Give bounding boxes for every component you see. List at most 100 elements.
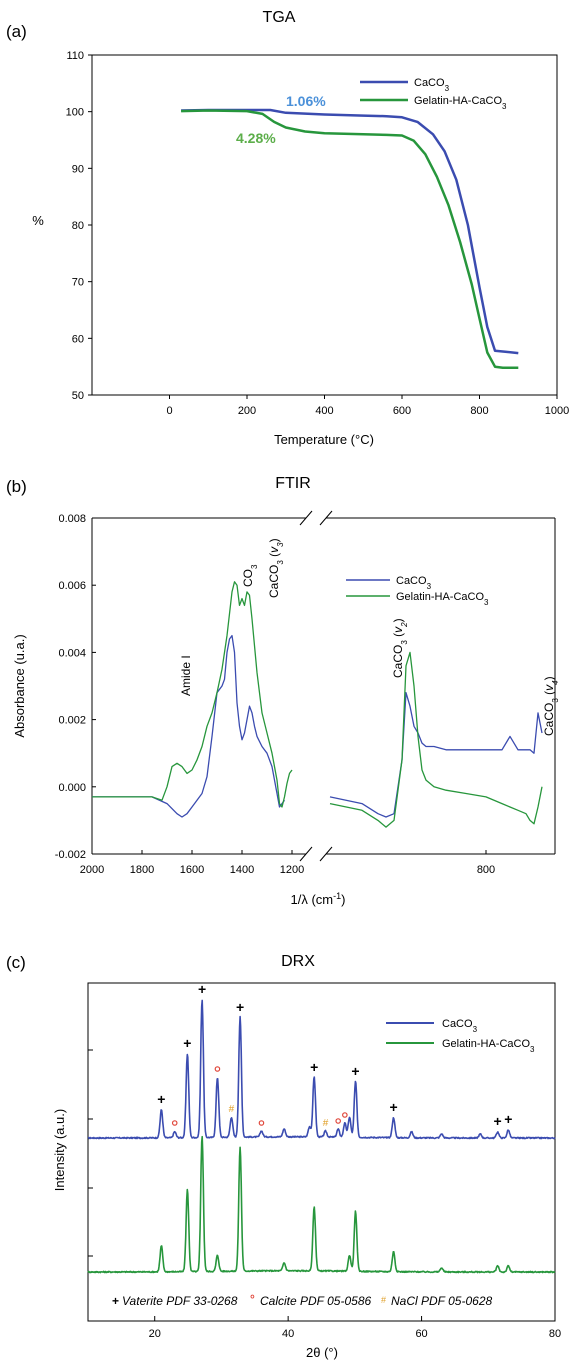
ftir-y-tick-label: 0.004 <box>58 647 86 659</box>
ftir-y-tick-label: -0.002 <box>55 849 86 861</box>
tga-annotation-gelatin-loss: 4.28% <box>236 130 276 146</box>
ftir-axis-break <box>299 510 333 862</box>
ftir-x-tick-label: 2000 <box>80 864 104 876</box>
drx-marker-vaterite: + <box>198 981 206 997</box>
drx-marker-vaterite: + <box>157 1091 165 1107</box>
panel-b-ftir: (b) FTIR -0.002 0.000 0.002 0.004 0.006 0.008… <box>6 475 560 907</box>
drx-series-line-gelatin <box>87 1135 556 1274</box>
tga-x-tick-label: 200 <box>238 405 256 417</box>
drx-marker-vaterite: + <box>183 1035 191 1051</box>
tga-y-tick-label: 80 <box>72 220 84 232</box>
ftir-y-label: Absorbance (u.a.) <box>12 634 27 737</box>
drx-x-tick-label: 40 <box>282 1328 294 1340</box>
drx-series <box>87 999 556 1274</box>
tga-series-line-caco3 <box>181 108 519 355</box>
ftir-y-ticks: -0.002 0.000 0.002 0.004 0.006 0.008 <box>55 513 96 861</box>
drx-marker-vaterite: + <box>494 1113 502 1129</box>
tga-y-tick-label: 70 <box>72 277 84 289</box>
tga-title: TGA <box>263 9 296 26</box>
ftir-x-label: 1/λ (cm-1) <box>291 891 346 907</box>
drx-y-ticks <box>88 1049 93 1257</box>
drx-marker-nacl: # <box>229 1104 235 1115</box>
drx-x-tick-label: 60 <box>415 1328 427 1340</box>
ftir-series-line-gelatin-left <box>92 581 293 808</box>
drx-marker-vaterite: + <box>389 1099 397 1115</box>
ftir-annotation-caco3-v4: CaCO3 (v4) <box>542 676 560 736</box>
drx-marker-legend-plus: + <box>112 1294 119 1308</box>
tga-y-tick-label: 110 <box>66 50 84 62</box>
ftir-x-tick-label: 1800 <box>130 864 154 876</box>
tga-y-ticks: 50 60 70 80 90 100 110 <box>66 50 92 402</box>
ftir-y-tick-label: 0.000 <box>58 782 86 794</box>
tga-x-label: Temperature (°C) <box>274 432 374 447</box>
ftir-series <box>92 581 543 828</box>
drx-legend: CaCO3 Gelatin-HA-CaCO3 <box>386 1018 535 1054</box>
ftir-title: FTIR <box>275 475 311 492</box>
ftir-legend-gelatin: Gelatin-HA-CaCO3 <box>396 591 489 607</box>
drx-marker-calcite <box>342 1112 348 1118</box>
ftir-annotation-caco3-v3: CaCO3 (v3) <box>267 538 285 598</box>
ftir-series-line-caco3-left <box>92 634 286 818</box>
drx-series-line-caco3 <box>87 999 556 1140</box>
ftir-series-line-gelatin-right <box>329 651 543 828</box>
ftir-plot-frame <box>91 517 556 855</box>
drx-marker-legend-calcite: Calcite PDF 05-0586 <box>260 1294 371 1308</box>
tga-x-ticks: 0 200 400 600 800 1000 <box>166 395 569 417</box>
tga-x-tick-label: 800 <box>470 405 488 417</box>
ftir-annotation-amide-i: Amide I <box>179 655 193 696</box>
drx-x-tick-label: 20 <box>149 1328 161 1340</box>
drx-marker-calcite <box>214 1066 221 1072</box>
panel-a-letter: (a) <box>6 22 27 41</box>
drx-marker-legend-hash: # <box>381 1295 386 1305</box>
tga-x-tick-label: 600 <box>393 405 411 417</box>
drx-marker-legend: + Vaterite PDF 33-0268 ° Calcite PDF 05-… <box>112 1292 492 1308</box>
drx-marker-vaterite: + <box>310 1059 318 1075</box>
tga-legend-gelatin: Gelatin-HA-CaCO3 <box>414 95 507 111</box>
ftir-annotation-caco3-v2: CaCO3 (v2) <box>391 618 409 678</box>
drx-marker-vaterite: + <box>504 1111 512 1127</box>
tga-series-line-gelatin <box>181 109 519 370</box>
tga-legend: CaCO3 Gelatin-HA-CaCO3 <box>360 77 507 111</box>
tga-annotation-caco3-loss: 1.06% <box>286 93 326 109</box>
drx-x-ticks: 20 40 60 80 <box>149 1316 561 1340</box>
ftir-x-tick-label: 800 <box>477 864 495 876</box>
tga-legend-caco3: CaCO3 <box>414 77 450 93</box>
tga-x-tick-label: 0 <box>166 405 172 417</box>
drx-plot-frame <box>87 982 556 1322</box>
drx-legend-caco3: CaCO3 <box>442 1018 478 1034</box>
ftir-x-ticks: 2000 1800 1600 1400 1200 800 <box>80 850 495 876</box>
tga-series <box>181 108 519 370</box>
tga-x-tick-label: 400 <box>315 405 333 417</box>
drx-legend-gelatin: Gelatin-HA-CaCO3 <box>442 1038 535 1054</box>
drx-marker-nacl: # <box>323 1118 329 1129</box>
drx-marker-calcite <box>171 1120 178 1126</box>
ftir-y-tick-label: 0.006 <box>58 580 86 592</box>
ftir-series-line-caco3-right <box>329 692 543 818</box>
drx-marker-calcite <box>335 1118 341 1124</box>
drx-marker-vaterite: + <box>236 999 244 1015</box>
ftir-x-tick-label: 1400 <box>230 864 254 876</box>
ftir-annotation-co3: CO3 <box>241 564 259 587</box>
ftir-legend: CaCO3 Gelatin-HA-CaCO3 <box>346 575 489 607</box>
ftir-y-tick-label: 0.002 <box>58 715 86 727</box>
drx-y-label: Intensity (a.u.) <box>52 1109 67 1191</box>
tga-y-tick-label: 50 <box>72 390 84 402</box>
drx-phase-markers: +++++ +++ +## <box>157 981 512 1129</box>
panel-b-letter: (b) <box>6 477 27 496</box>
drx-x-tick-label: 80 <box>549 1328 561 1340</box>
drx-marker-legend-nacl: NaCl PDF 05-0628 <box>391 1294 492 1308</box>
tga-x-tick-label: 1000 <box>545 405 569 417</box>
ftir-x-tick-label: 1200 <box>280 864 304 876</box>
drx-marker-legend-circle: ° <box>250 1292 255 1306</box>
tga-y-tick-label: 60 <box>72 333 84 345</box>
tga-y-tick-label: 90 <box>72 163 84 175</box>
drx-marker-vaterite: + <box>351 1063 359 1079</box>
drx-marker-legend-vaterite: Vaterite PDF 33-0268 <box>122 1294 238 1308</box>
panel-c-drx: (c) DRX 20 40 60 80 Intensity (a.u.) 2θ (°)… <box>6 953 561 1360</box>
ftir-x-tick-label: 1600 <box>180 864 204 876</box>
drx-title: DRX <box>281 953 315 970</box>
tga-y-label: % <box>32 213 44 228</box>
drx-x-label: 2θ (°) <box>306 1345 338 1360</box>
ftir-legend-caco3: CaCO3 <box>396 575 432 591</box>
